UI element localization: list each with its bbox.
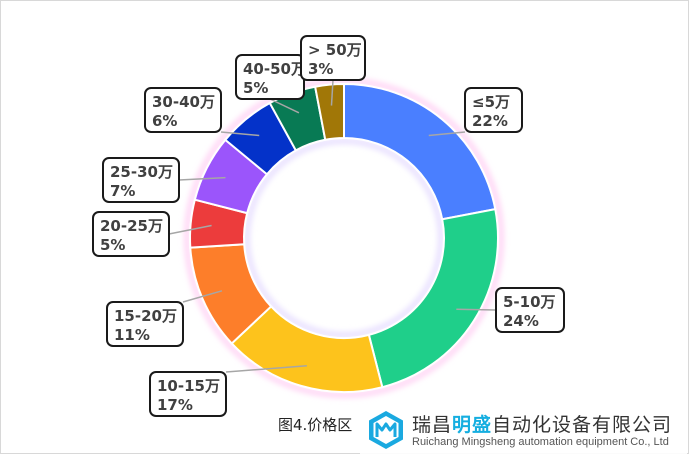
category-label: 25-30万 [110, 163, 173, 181]
callout-box [92, 211, 170, 257]
percentage-label: 7% [110, 182, 135, 200]
company-name-highlight: 明盛 [452, 414, 493, 436]
callout-box [149, 371, 227, 417]
company-watermark: 瑞昌明盛自动化设备有限公司 Ruichang Mingsheng automat… [360, 406, 687, 454]
percentage-label: 24% [503, 312, 539, 330]
donut-slice-2 [367, 207, 499, 389]
category-label: 15-20万 [114, 307, 177, 325]
company-name-post: 自动化设备有限公司 [492, 414, 673, 436]
callout-box [464, 87, 523, 133]
callout-box [495, 287, 565, 333]
category-label: 5-10万 [503, 293, 556, 311]
leader-line-9 [330, 79, 334, 106]
leader-line-2 [456, 308, 497, 311]
callout-box [106, 301, 184, 347]
callout-box [102, 157, 180, 203]
leader-line-3 [225, 364, 307, 373]
company-logo-icon [369, 411, 403, 449]
category-label: 40-50万 [243, 60, 306, 78]
company-name-pre: 瑞昌 [412, 414, 453, 436]
donut-slice-9 [313, 82, 345, 141]
category-label: > 50万 [308, 41, 362, 59]
company-name-english: Ruichang Mingsheng automation equipment … [412, 436, 669, 448]
leader-line-1 [428, 131, 466, 137]
percentage-label: 6% [152, 112, 177, 130]
inner-glow [244, 138, 444, 338]
callout-box [144, 87, 222, 133]
percentage-label: 17% [157, 396, 193, 414]
leader-line-4 [182, 290, 223, 303]
percentage-label: 5% [243, 79, 268, 97]
category-label: 10-15万 [157, 377, 220, 395]
percentage-label: 11% [114, 326, 150, 344]
leader-line-8 [269, 98, 300, 114]
leader-line-5 [168, 224, 212, 235]
percentage-label: 22% [472, 112, 508, 130]
leader-line-6 [178, 176, 226, 181]
category-label: 20-25万 [100, 217, 163, 235]
percentage-label: 5% [100, 236, 125, 254]
figure-caption: 图4.价格区 [278, 416, 353, 434]
category-label: 30-40万 [152, 93, 215, 111]
company-name: 瑞昌明盛自动化设备有限公司 [412, 410, 672, 437]
percentage-label: 3% [308, 60, 333, 78]
category-label: ≤5万 [472, 93, 510, 111]
callout-box [300, 35, 366, 81]
leader-line-7 [220, 131, 260, 137]
